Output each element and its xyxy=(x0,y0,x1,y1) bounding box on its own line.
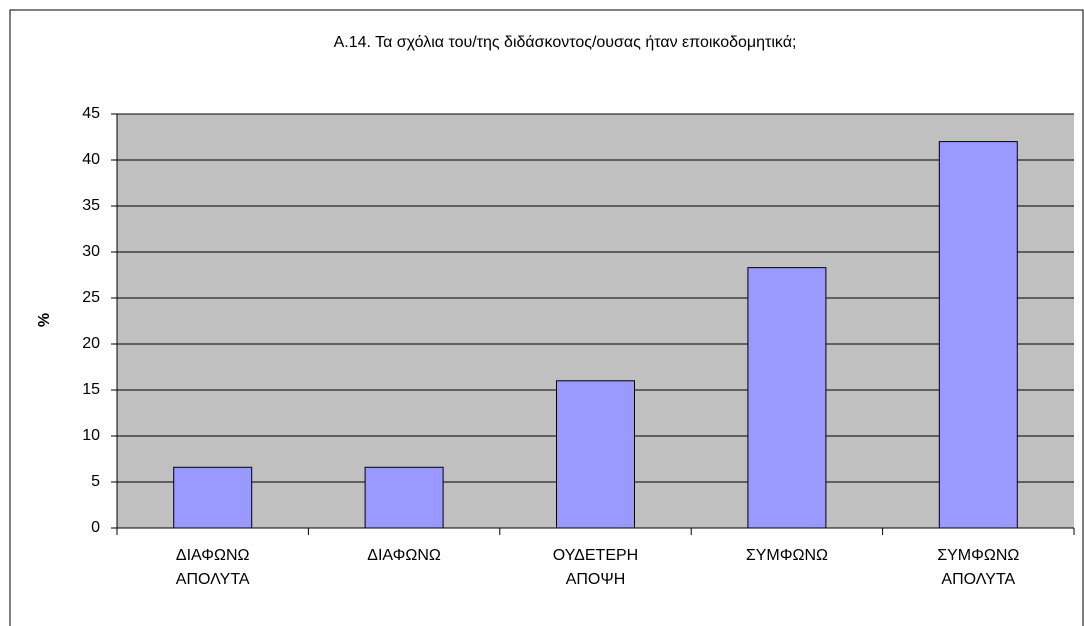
y-tick-label: 0 xyxy=(91,519,100,536)
x-tick-label: ΣΥΜΦΩΝΩ ΑΠΟΛΥΤΑ xyxy=(937,547,1019,588)
x-tick-label: ΟΥΔΕΤΕΡΗ ΑΠΟΨΗ xyxy=(553,547,638,588)
bar xyxy=(747,267,827,529)
y-tick-label: 45 xyxy=(82,105,100,122)
bar xyxy=(556,380,635,529)
y-tick-label: 40 xyxy=(82,151,100,168)
y-axis-label: % xyxy=(36,313,53,327)
x-tick-label: ΔΙΑΦΩΝΩ xyxy=(367,547,441,564)
y-tick-label: 5 xyxy=(91,473,100,490)
x-tick-label: ΣΥΜΦΩΝΩ xyxy=(746,547,828,564)
y-tick-label: 25 xyxy=(82,289,100,306)
y-tick-label: 30 xyxy=(82,243,100,260)
y-tick-label: 20 xyxy=(82,335,100,352)
x-tick-label: ΔΙΑΦΩΝΩ ΑΠΟΛΥΤΑ xyxy=(176,547,250,588)
bar xyxy=(938,141,1018,529)
y-tick-label: 15 xyxy=(82,381,100,398)
bar xyxy=(364,466,444,529)
y-tick-label: 35 xyxy=(82,197,100,214)
bar xyxy=(173,466,253,529)
chart-title: Α.14. Τα σχόλια του/της διδάσκοντος/ουσα… xyxy=(334,34,797,51)
y-tick-label: 10 xyxy=(82,427,100,444)
